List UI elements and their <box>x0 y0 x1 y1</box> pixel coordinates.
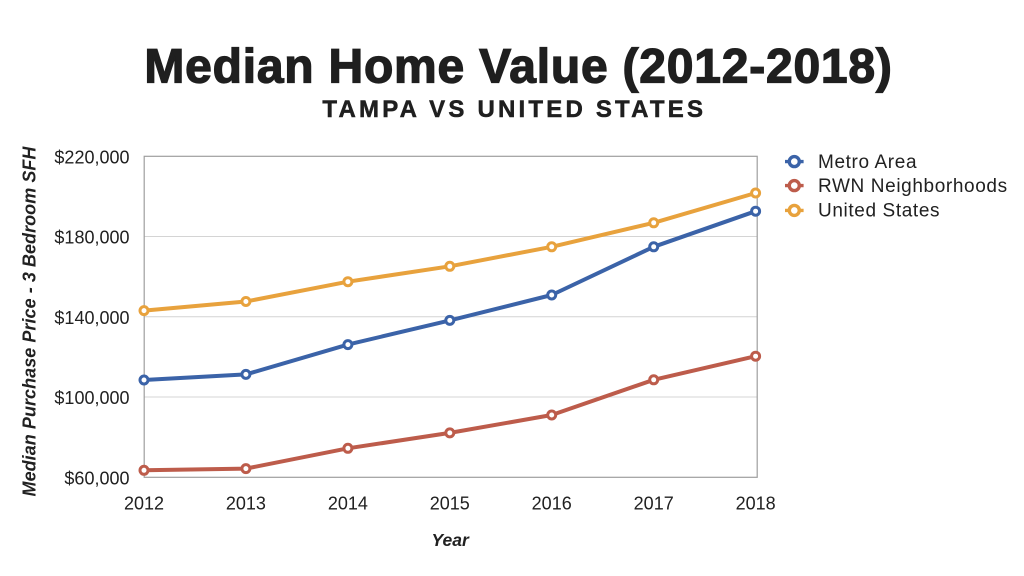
svg-text:United States: United States <box>818 201 940 222</box>
svg-text:$60,000: $60,000 <box>64 468 129 488</box>
svg-text:Year: Year <box>432 530 470 550</box>
svg-text:2014: 2014 <box>328 493 368 513</box>
svg-text:RWN Neighborhoods: RWN Neighborhoods <box>818 176 1008 197</box>
svg-text:2016: 2016 <box>532 493 572 513</box>
svg-text:2013: 2013 <box>226 493 266 513</box>
svg-text:$100,000: $100,000 <box>54 388 129 408</box>
svg-text:$140,000: $140,000 <box>54 308 129 328</box>
svg-text:$180,000: $180,000 <box>54 228 129 248</box>
svg-text:Metro Area: Metro Area <box>818 152 917 173</box>
svg-text:Median Home Value (2012-2018): Median Home Value (2012-2018) <box>144 41 892 94</box>
svg-text:Median Purchase Price - 3 Bedr: Median Purchase Price - 3 Bedroom SFH <box>19 146 39 497</box>
svg-text:$220,000: $220,000 <box>54 147 129 167</box>
svg-text:2018: 2018 <box>736 493 776 513</box>
svg-text:2012: 2012 <box>124 493 164 513</box>
svg-text:TAMPA VS UNITED STATES: TAMPA VS UNITED STATES <box>322 96 706 123</box>
svg-text:2015: 2015 <box>430 493 470 513</box>
svg-text:2017: 2017 <box>634 493 674 513</box>
